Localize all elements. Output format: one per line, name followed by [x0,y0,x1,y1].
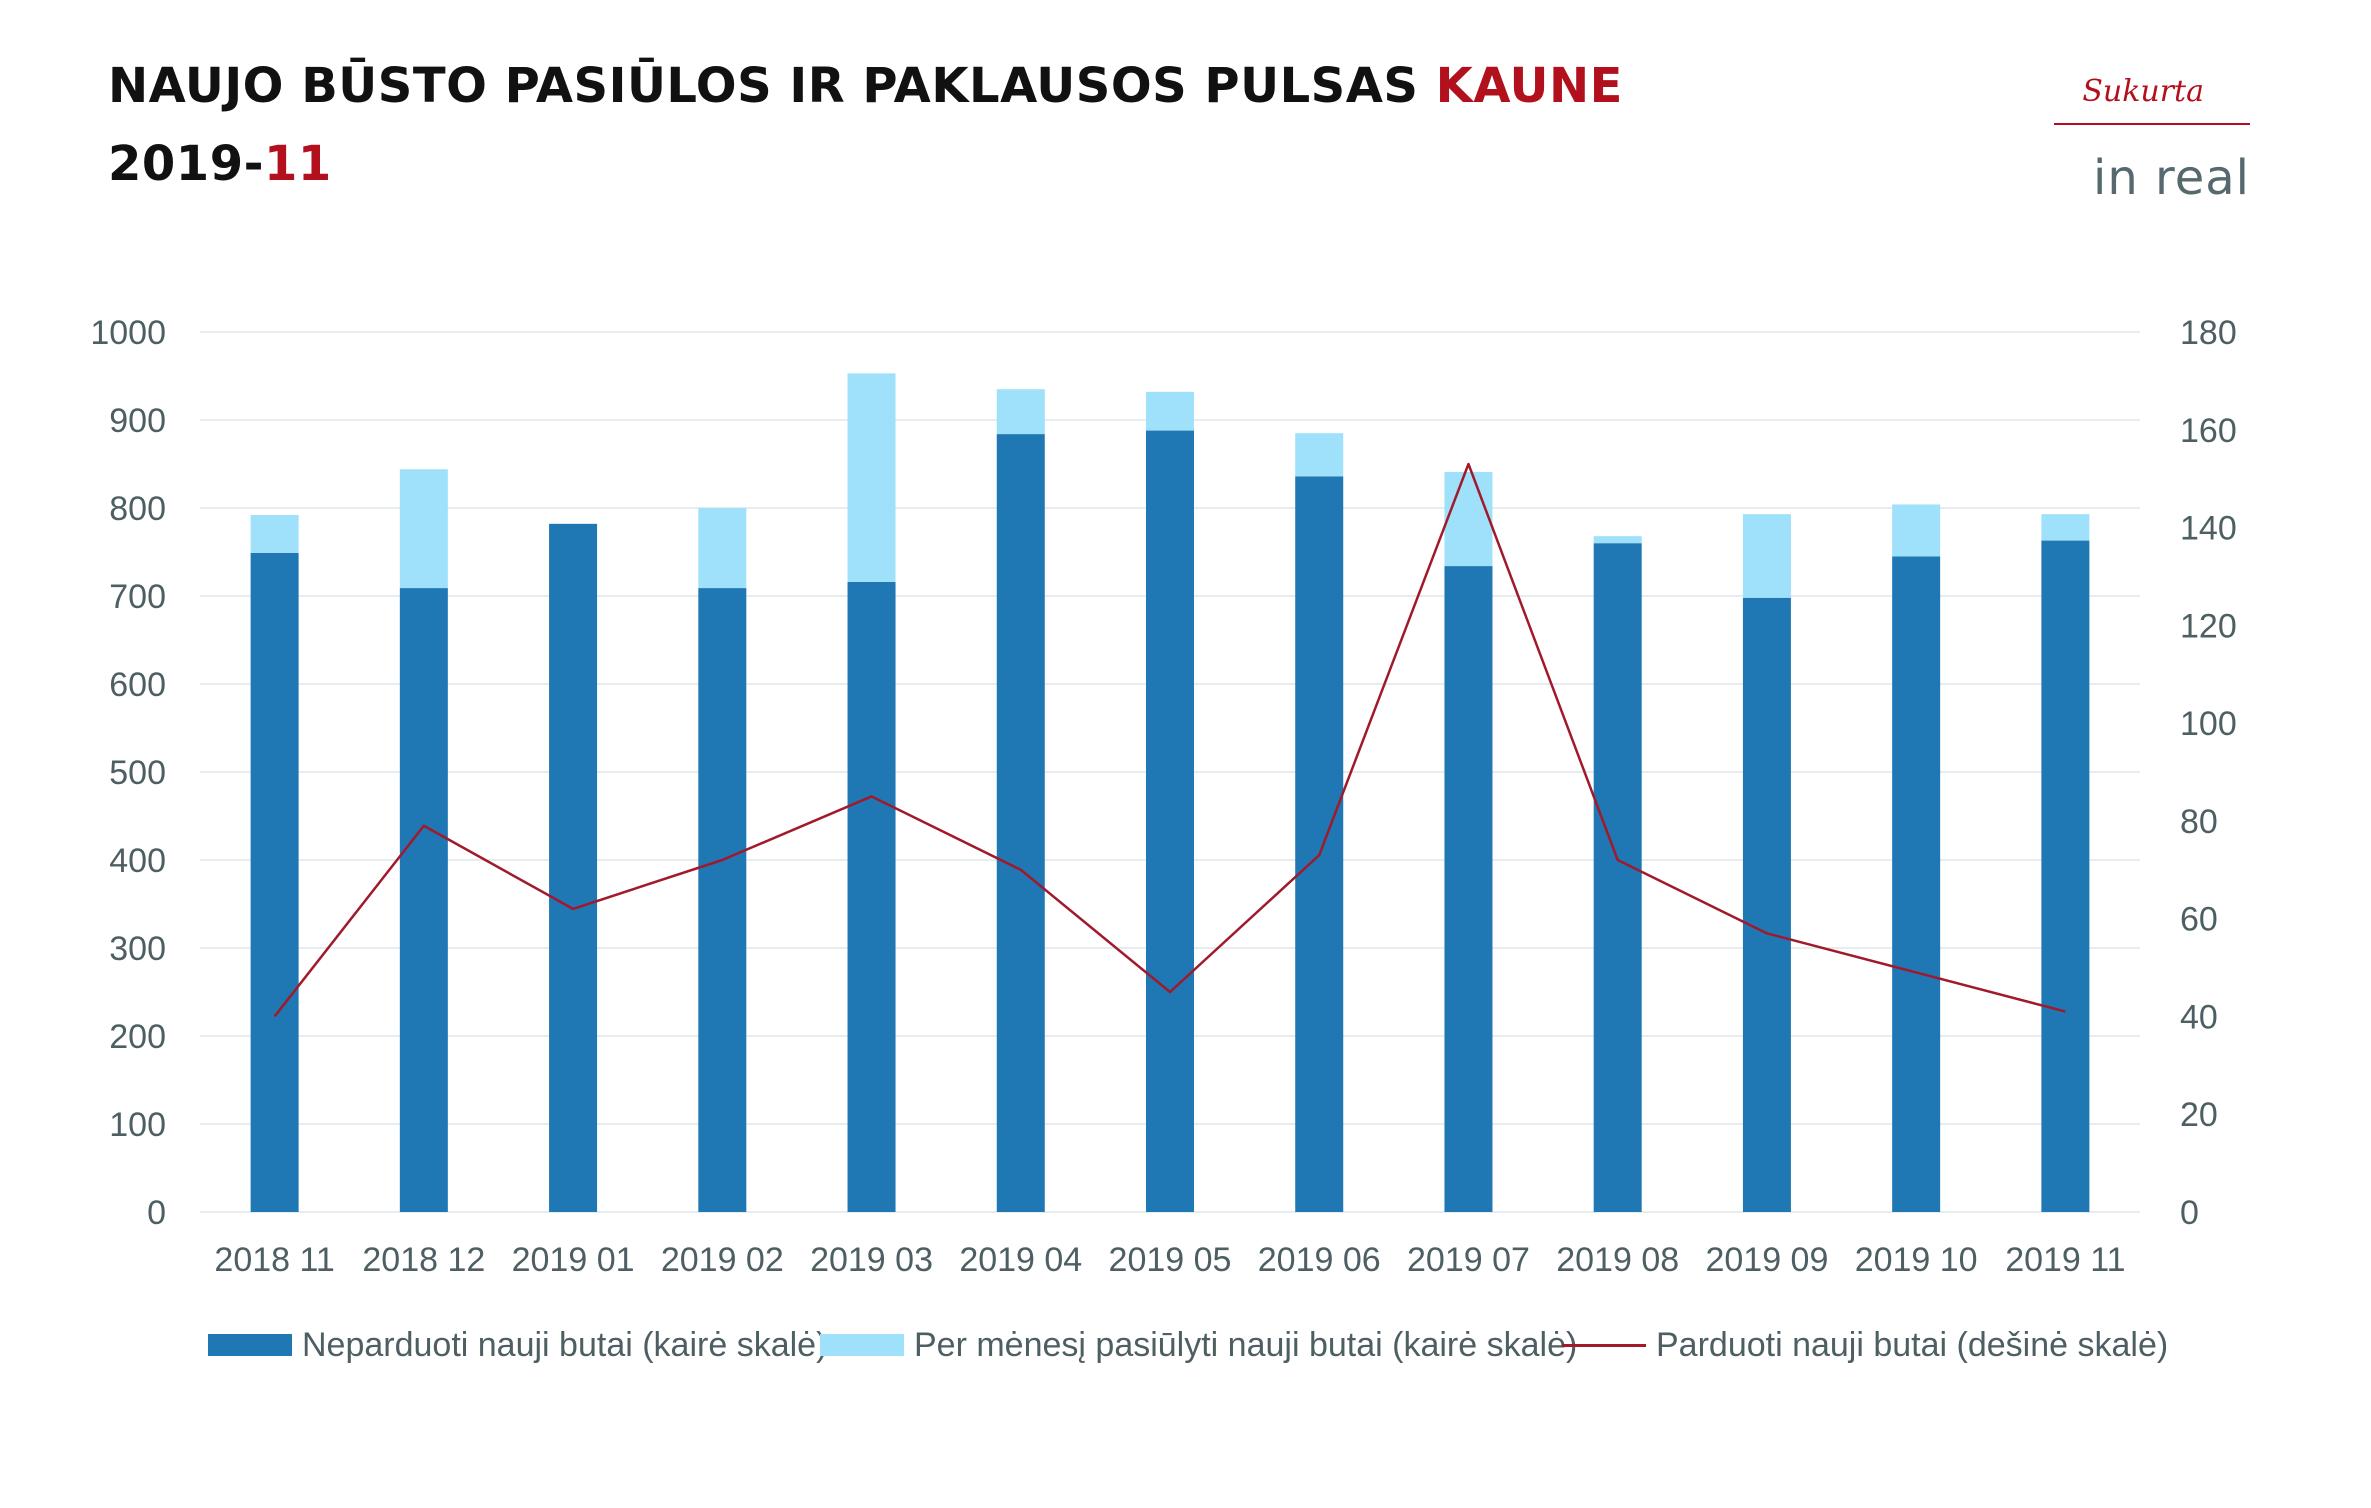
bar-offered [399,469,448,589]
y-right-tick-label: 120 [2180,607,2237,645]
bar-unsold [1892,556,1941,1212]
y-left-tick-label: 100 [109,1106,166,1144]
legend-line-sold [1562,1343,1646,1347]
bar-unsold [847,581,896,1212]
y-left-tick-label: 800 [109,490,166,528]
y-right-tick-label: 160 [2180,412,2237,450]
y-left-tick-label: 600 [109,666,166,704]
x-tick-label: 2019 01 [512,1241,635,1279]
y-left-tick-label: 1000 [90,314,166,352]
y-right-tick-label: 0 [2180,1194,2199,1232]
legend-item-sold: Parduoti nauji butai (dešinė skalė) [1562,1320,2168,1370]
bar-offered [1295,433,1344,477]
x-tick-label: 2019 05 [1109,1241,1232,1279]
x-tick-label: 2019 11 [2005,1241,2125,1279]
legend-label-sold: Parduoti nauji butai (dešinė skalė) [1656,1325,2169,1364]
x-tick-label: 2018 11 [214,1241,334,1279]
legend-swatch-unsold [208,1334,292,1356]
x-tick-label: 2019 04 [959,1241,1082,1279]
bar-offered [1593,536,1642,544]
bar-unsold [1146,430,1194,1212]
bar-offered [250,515,299,553]
y-right-tick-label: 60 [2180,901,2218,939]
legend-swatch-offered [820,1334,904,1356]
y-left-tick-label: 0 [147,1194,166,1232]
bar-unsold [2041,540,2090,1212]
brand-logo: Sukurta in real [2040,74,2250,206]
chart-title-accent: KAUNE [1435,58,1623,114]
bar-unsold [1593,543,1642,1212]
bar-offered [1146,391,1194,431]
y-right-tick-label: 140 [2180,510,2237,548]
legend-label-unsold: Neparduoti nauji butai (kairė skalė) [302,1325,828,1364]
chart-subtitle-main: 2019- [108,136,265,192]
logo-underline [2054,123,2250,125]
x-tick-label: 2019 09 [1705,1241,1828,1279]
bar-offered [698,508,747,589]
chart-subtitle-accent: 11 [264,136,332,192]
x-tick-label: 2019 03 [810,1241,933,1279]
bar-offered [1742,514,1791,598]
y-left-tick-label: 500 [109,754,166,792]
y-right-tick-label: 180 [2180,314,2237,352]
bar-offered [847,373,896,582]
y-left-tick-label: 200 [109,1018,166,1056]
chart-header: NAUJO BŪSTO PASIŪLOS IR PAKLAUSOS PULSAS… [108,62,1623,188]
bar-unsold [250,552,299,1212]
chart-title-main: NAUJO BŪSTO PASIŪLOS IR PAKLAUSOS PULSAS [108,58,1436,114]
x-tick-label: 2019 08 [1556,1241,1679,1279]
y-right-tick-label: 40 [2180,998,2218,1036]
bar-unsold [1742,597,1791,1212]
y-left-tick-label: 700 [109,578,166,616]
x-tick-label: 2018 12 [362,1241,485,1279]
logo-made-text: Sukurta [2082,74,2204,109]
legend-item-offered: Per mėnesį pasiūlyti nauji butai (kairė … [820,1320,1577,1370]
y-right-tick-label: 20 [2180,1096,2218,1134]
bar-offered [996,389,1045,435]
y-left-tick-label: 900 [109,402,166,440]
chart-title: NAUJO BŪSTO PASIŪLOS IR PAKLAUSOS PULSAS… [108,62,1623,110]
bar-offered [1444,471,1493,567]
chart-subtitle: 2019-11 [108,140,1623,188]
bar-offered [2041,514,2090,541]
y-left-tick-label: 300 [109,930,166,968]
bar-offered [1892,504,1941,557]
bar-unsold [1295,476,1344,1212]
x-tick-label: 2019 02 [661,1241,784,1279]
chart-legend: Neparduoti nauji butai (kairė skalė) Per… [0,1320,2371,1370]
x-tick-label: 2019 10 [1855,1241,1978,1279]
bar-unsold [549,523,598,1212]
y-right-tick-label: 80 [2180,803,2218,841]
logo-brand-text: in real [2093,150,2250,206]
y-left-tick-label: 400 [109,842,166,880]
bar-unsold [399,588,448,1212]
bar-unsold [1444,566,1493,1212]
legend-label-offered: Per mėnesį pasiūlyti nauji butai (kairė … [914,1325,1578,1364]
legend-item-unsold: Neparduoti nauji butai (kairė skalė) [208,1320,827,1370]
y-right-tick-label: 100 [2180,705,2237,743]
bar-unsold [698,588,747,1212]
bar-unsold [996,434,1045,1213]
x-tick-label: 2019 07 [1407,1241,1530,1279]
x-tick-label: 2019 06 [1258,1241,1381,1279]
